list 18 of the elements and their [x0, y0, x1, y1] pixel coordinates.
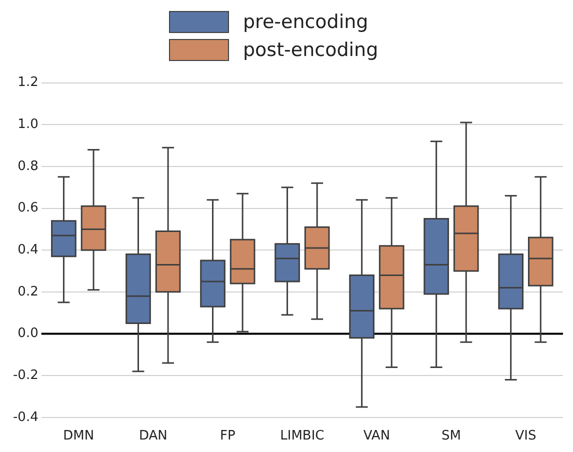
y-tick-label: 0.8 — [18, 158, 38, 174]
y-tick-label: 1.0 — [18, 117, 38, 132]
y-tick-label: 0.6 — [18, 200, 38, 216]
y-tick-label: 1.2 — [18, 75, 38, 90]
x-tick-label: LIMBIC — [280, 428, 324, 444]
x-tick-label: VIS — [515, 428, 536, 444]
x-tick-label: DMN — [63, 428, 94, 444]
y-tick-label: 0.0 — [18, 326, 38, 342]
y-tick-label: 0.2 — [18, 284, 38, 300]
y-tick-label: -0.4 — [12, 410, 38, 425]
x-tick-label: SM — [441, 428, 461, 444]
legend-label: post-encoding — [243, 39, 378, 61]
legend-label: pre-encoding — [243, 11, 368, 33]
x-tick-label: DAN — [138, 428, 168, 444]
y-tick-label: -0.2 — [12, 368, 38, 383]
y-tick-label: 0.4 — [18, 242, 38, 258]
x-tick-label: VAN — [363, 428, 390, 444]
x-tick-label: FP — [220, 428, 236, 444]
